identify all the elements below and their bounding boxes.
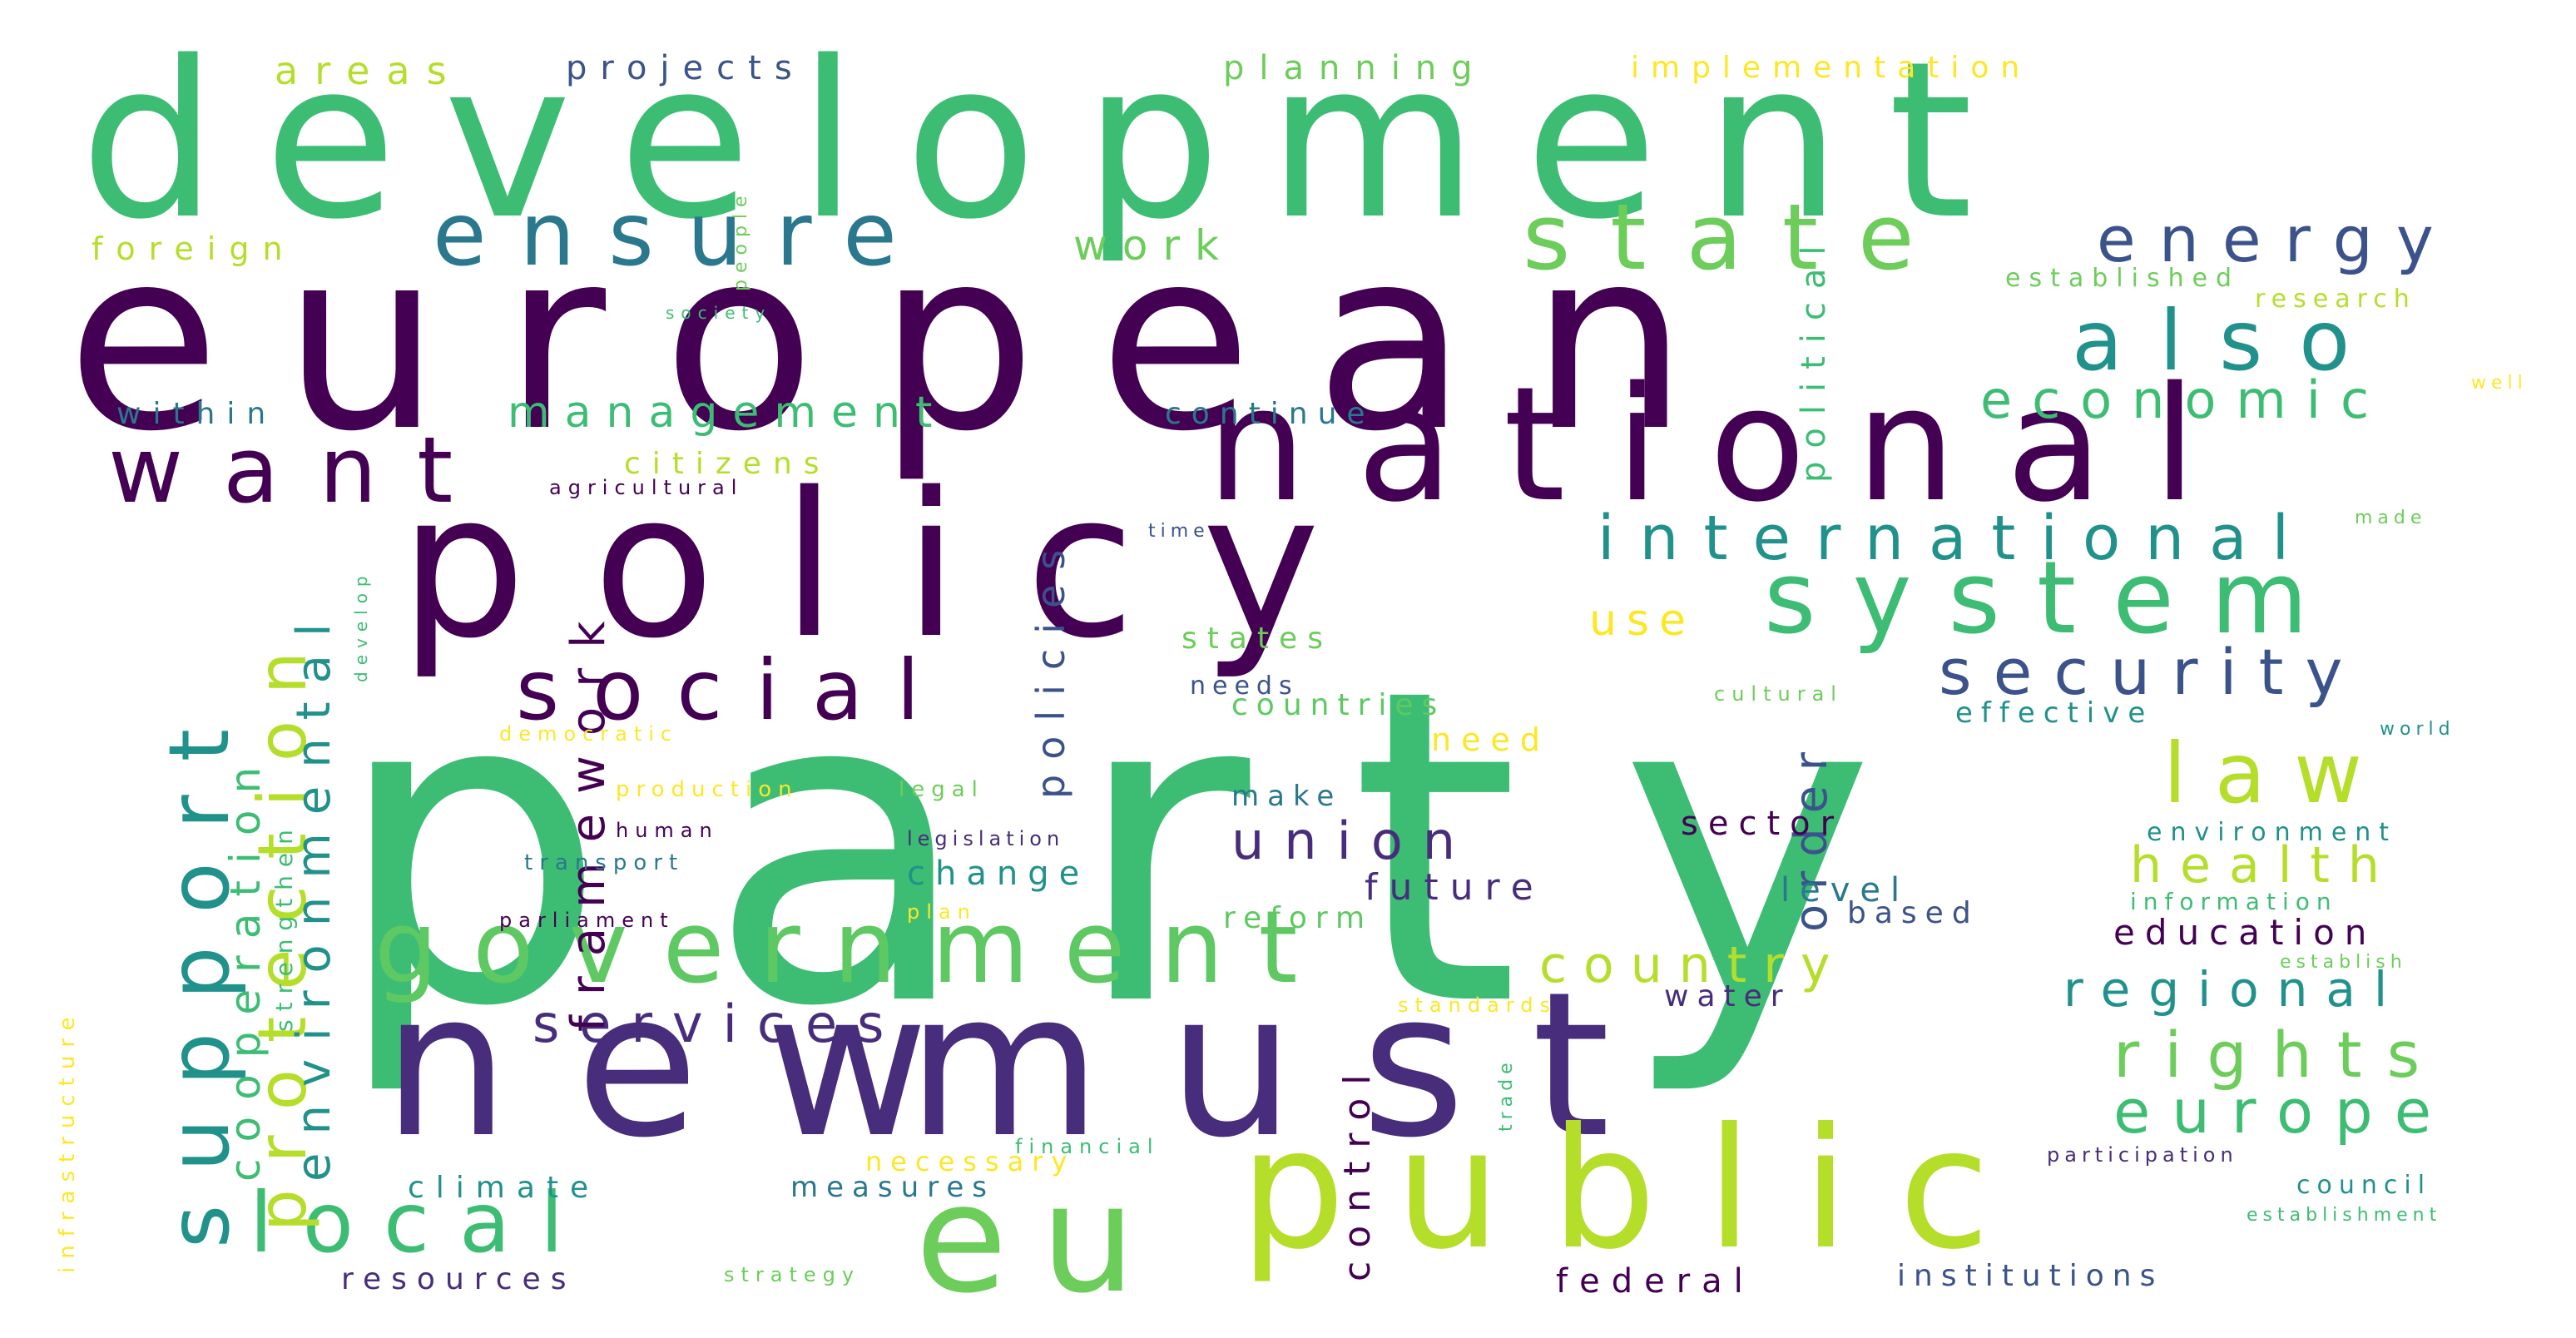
word-based: based bbox=[1847, 896, 1979, 930]
word-public: public bbox=[1240, 1093, 2040, 1286]
word-system: system bbox=[1764, 541, 2345, 657]
word-reform: reform bbox=[1223, 901, 1374, 935]
word-world: world bbox=[2380, 719, 2455, 740]
word-political: political bbox=[1795, 232, 1833, 483]
word-country: country bbox=[1539, 936, 1847, 994]
word-legislation: legislation bbox=[907, 827, 1065, 850]
word-use: use bbox=[1589, 596, 1697, 646]
word-water: water bbox=[1664, 979, 1791, 1013]
word-want: want bbox=[108, 417, 493, 523]
word-framework: framework bbox=[562, 601, 616, 1032]
word-people: people bbox=[731, 189, 751, 291]
word-ensure: ensure bbox=[433, 184, 930, 285]
word-party: party bbox=[333, 597, 1976, 1101]
word-resources: resources bbox=[341, 1262, 577, 1296]
word-agricultural: agricultural bbox=[549, 476, 744, 499]
word-energy: energy bbox=[2097, 202, 2457, 276]
word-within: within bbox=[116, 397, 278, 431]
word-continue: continue bbox=[1165, 397, 1375, 431]
word-foreign: foreign bbox=[92, 230, 296, 267]
word-council: council bbox=[2296, 1171, 2432, 1200]
word-europe: europe bbox=[2113, 1077, 2453, 1147]
word-implementation: implementation bbox=[1631, 51, 2032, 85]
word-effective: effective bbox=[1955, 696, 2154, 730]
word-need: need bbox=[1431, 721, 1550, 758]
word-develop: develop bbox=[351, 569, 371, 682]
word-international: international bbox=[1598, 503, 2315, 574]
word-regional: regional bbox=[2063, 961, 2406, 1018]
word-society: society bbox=[666, 303, 772, 323]
word-participation: participation bbox=[2047, 1143, 2238, 1167]
word-cultural: cultural bbox=[1714, 682, 1843, 706]
word-establish: establish bbox=[2280, 952, 2407, 973]
word-climate: climate bbox=[408, 1171, 601, 1205]
word-new: new bbox=[383, 949, 996, 1182]
word-security: security bbox=[1939, 635, 2365, 709]
word-services: services bbox=[533, 994, 904, 1054]
word-government: government bbox=[374, 890, 1333, 1006]
word-federal: federal bbox=[1556, 1262, 1755, 1301]
word-environmental: environmental bbox=[287, 605, 341, 1182]
word-education: education bbox=[2113, 912, 2377, 953]
word-infrastructure: infrastructure bbox=[55, 1008, 80, 1273]
word-social: social bbox=[516, 642, 954, 739]
word-national: national bbox=[1206, 353, 2247, 537]
word-parliament: parliament bbox=[499, 909, 675, 932]
word-work: work bbox=[1073, 221, 1234, 270]
word-plan: plan bbox=[907, 900, 977, 924]
word-made: made bbox=[2355, 508, 2427, 528]
word-established: established bbox=[2005, 264, 2241, 293]
word-human: human bbox=[616, 819, 719, 842]
word-union: union bbox=[1231, 810, 1476, 871]
word-eu: eu bbox=[915, 1152, 1169, 1326]
word-policies: policies bbox=[1028, 534, 1073, 799]
word-production: production bbox=[616, 777, 799, 802]
word-local: local bbox=[250, 1174, 594, 1271]
word-european: european bbox=[67, 196, 1751, 486]
word-control: control bbox=[1336, 1061, 1379, 1281]
word-legal: legal bbox=[899, 777, 984, 802]
word-well: well bbox=[2471, 373, 2528, 394]
word-economic: economic bbox=[1980, 369, 2390, 430]
word-state: state bbox=[1523, 184, 1954, 290]
word-necessary: necessary bbox=[865, 1146, 1076, 1177]
word-trade: trade bbox=[1496, 1058, 1517, 1132]
word-law: law bbox=[2163, 725, 2390, 822]
word-financial: financial bbox=[1015, 1135, 1160, 1158]
word-time: time bbox=[1148, 521, 1210, 542]
word-projects: projects bbox=[566, 49, 805, 87]
word-policy: policy bbox=[399, 449, 1387, 682]
word-level: level bbox=[1781, 871, 1910, 909]
word-establishment: establishment bbox=[2247, 1205, 2442, 1226]
word-needs: needs bbox=[1190, 671, 1299, 701]
word-health: health bbox=[2130, 836, 2398, 894]
word-research: research bbox=[2255, 285, 2416, 314]
word-also: also bbox=[2072, 292, 2387, 389]
word-transport: transport bbox=[524, 850, 685, 875]
word-states: states bbox=[1181, 622, 1333, 656]
word-future: future bbox=[1365, 866, 1545, 909]
word-strengthen: strengthen bbox=[270, 821, 298, 1032]
word-rights: rights bbox=[2113, 1018, 2445, 1092]
word-sector: sector bbox=[1681, 805, 1845, 843]
word-countries: countries bbox=[1231, 688, 1446, 722]
word-standards: standards bbox=[1398, 994, 1557, 1017]
word-must: must bbox=[907, 949, 1677, 1182]
word-cooperation: cooperation bbox=[221, 750, 270, 1182]
word-management: management bbox=[508, 388, 948, 438]
word-measures: measures bbox=[790, 1171, 995, 1204]
word-make: make bbox=[1231, 780, 1343, 813]
word-democratic: democratic bbox=[499, 722, 679, 746]
word-planning: planning bbox=[1223, 49, 1488, 87]
word-development: development bbox=[80, 16, 2020, 267]
word-strategy: strategy bbox=[724, 1263, 861, 1286]
word-change: change bbox=[907, 855, 1090, 893]
word-areas: areas bbox=[275, 48, 463, 93]
word-citizens: citizens bbox=[624, 447, 831, 481]
word-environment: environment bbox=[2147, 818, 2398, 847]
word-institutions: institutions bbox=[1897, 1259, 2164, 1293]
word-information: information bbox=[2130, 888, 2338, 915]
